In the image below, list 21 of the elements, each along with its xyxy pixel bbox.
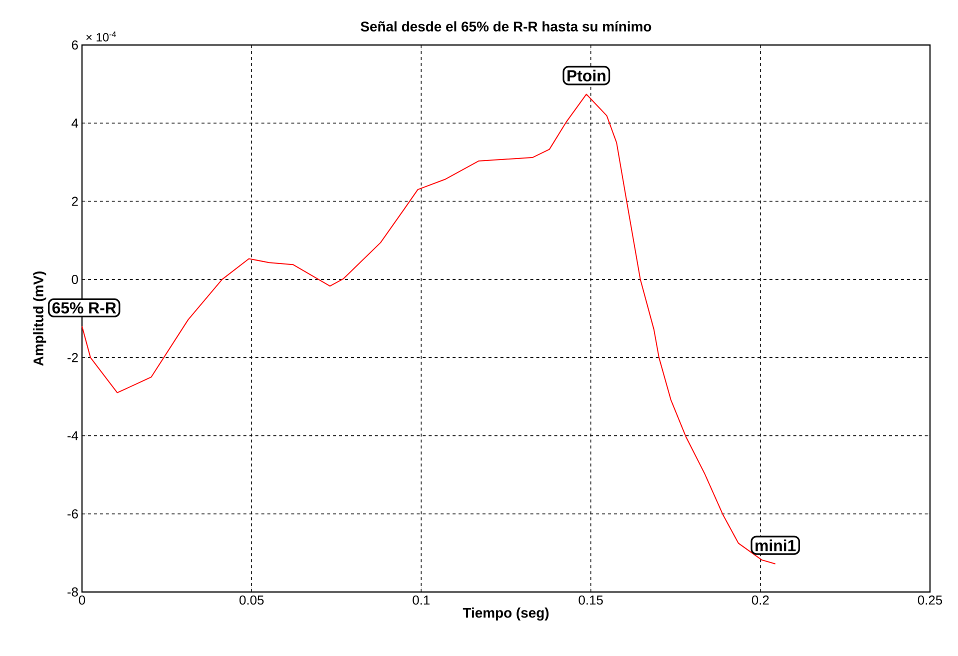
- annotation: mini1: [756, 540, 796, 552]
- x-tick-label: 0.1: [412, 596, 430, 605]
- annotation: 65% R-R: [52, 302, 116, 314]
- x-tick-label: 0.2: [752, 596, 769, 605]
- annotation: Ptoin: [568, 70, 606, 82]
- y-tick-label: -2: [68, 353, 78, 362]
- x-axis-title: Tiempo (seg): [462, 608, 549, 621]
- text: × 10$^{-4}$: [86, 32, 116, 42]
- y-tick-label: 0: [72, 274, 78, 284]
- x-tick-label: 0.05: [240, 596, 264, 605]
- y-tick-label: -8: [68, 587, 78, 597]
- x-tick-label: 0.15: [578, 596, 603, 605]
- y-tick-label: 2: [72, 196, 78, 206]
- y-tick-label: -6: [68, 509, 78, 518]
- y-tick-label: -4: [68, 431, 78, 440]
- x-tick-label: 0.25: [918, 596, 942, 605]
- y-tick-label: 4: [72, 118, 78, 128]
- chart-title: Señal desde el 65% de R-R hasta su mínimo: [360, 21, 652, 32]
- x-tick-label: 0: [78, 596, 86, 605]
- y-tick-label: 6: [72, 40, 78, 50]
- y-axis-title: Amplitud (mV): [33, 272, 46, 366]
